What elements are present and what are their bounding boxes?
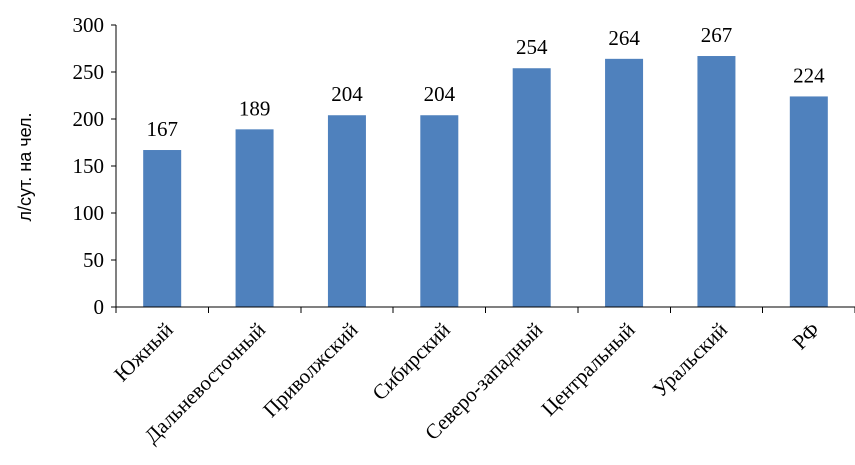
y-axis: 0 50 100 150 200 250 300 (73, 13, 117, 319)
y-tick-label: 250 (73, 60, 105, 84)
data-label: 264 (608, 26, 640, 50)
bar (605, 58, 644, 308)
bar (789, 96, 828, 307)
x-tick-label: Сибирский (367, 318, 454, 405)
data-label: 167 (146, 117, 178, 141)
y-tick-label: 300 (73, 13, 105, 37)
data-label: 189 (239, 96, 271, 120)
bar (512, 68, 551, 308)
x-tick-label: РФ (788, 318, 825, 355)
data-label: 204 (424, 82, 456, 106)
y-tick-label: 150 (73, 154, 105, 178)
y-tick-label: 0 (94, 295, 105, 319)
data-label: 224 (793, 63, 825, 87)
y-tick-label: 200 (73, 107, 105, 131)
data-label: 254 (516, 35, 548, 59)
x-tick-label: Уральский (648, 318, 732, 402)
bar (697, 56, 736, 307)
data-labels-layer: 167 189 204 204 254 264 267 224 (146, 23, 825, 141)
bar (327, 115, 366, 308)
data-label: 204 (331, 82, 363, 106)
y-axis-label: л/сут. на чел. (15, 112, 35, 221)
x-tick-label: Южный (109, 318, 178, 387)
bars-layer (143, 56, 828, 308)
bar (420, 115, 459, 308)
y-tick-label: 50 (83, 248, 104, 272)
bar (143, 150, 182, 307)
bar (235, 129, 274, 307)
x-tick-label: Приволжский (258, 318, 362, 422)
data-label: 267 (701, 23, 733, 47)
x-tick-label: Центральный (536, 318, 639, 421)
y-tick-label: 100 (73, 201, 105, 225)
